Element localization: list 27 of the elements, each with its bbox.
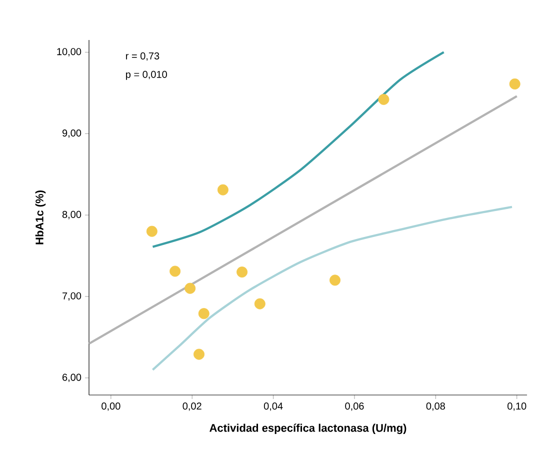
y-axis-title: HbA1c (%): [35, 190, 46, 244]
x-tick-label: 0,02: [182, 402, 202, 411]
x-tick-label: 0,04: [264, 402, 283, 411]
point: [378, 94, 390, 105]
point: [217, 184, 228, 196]
point: [194, 348, 205, 360]
x-tick-label: 0,06: [345, 402, 364, 411]
point: [330, 274, 340, 286]
point: [198, 308, 210, 320]
point: [184, 282, 196, 294]
x-tick-label: 0,00: [102, 402, 120, 411]
x-tick-label: 0,08: [426, 402, 445, 411]
point: [170, 266, 181, 277]
y-tick-label: 6,00: [62, 374, 82, 382]
x-tick-label: 0,10: [508, 402, 526, 411]
x-axis-title: Actividad específica lactonasa (U/mg): [210, 424, 406, 434]
y-tick-label: 7,00: [62, 292, 82, 301]
annotation: p = 0,010: [126, 70, 167, 80]
y-tick-label: 10,00: [57, 48, 82, 56]
y-tick-label: 9,00: [62, 130, 82, 138]
point: [254, 298, 266, 310]
point: [509, 78, 520, 90]
annotation: r = 0,73: [126, 52, 160, 61]
line-series: [152, 206, 514, 371]
point: [146, 226, 158, 237]
point: [236, 266, 248, 278]
y-tick-label: 8,00: [62, 210, 82, 220]
